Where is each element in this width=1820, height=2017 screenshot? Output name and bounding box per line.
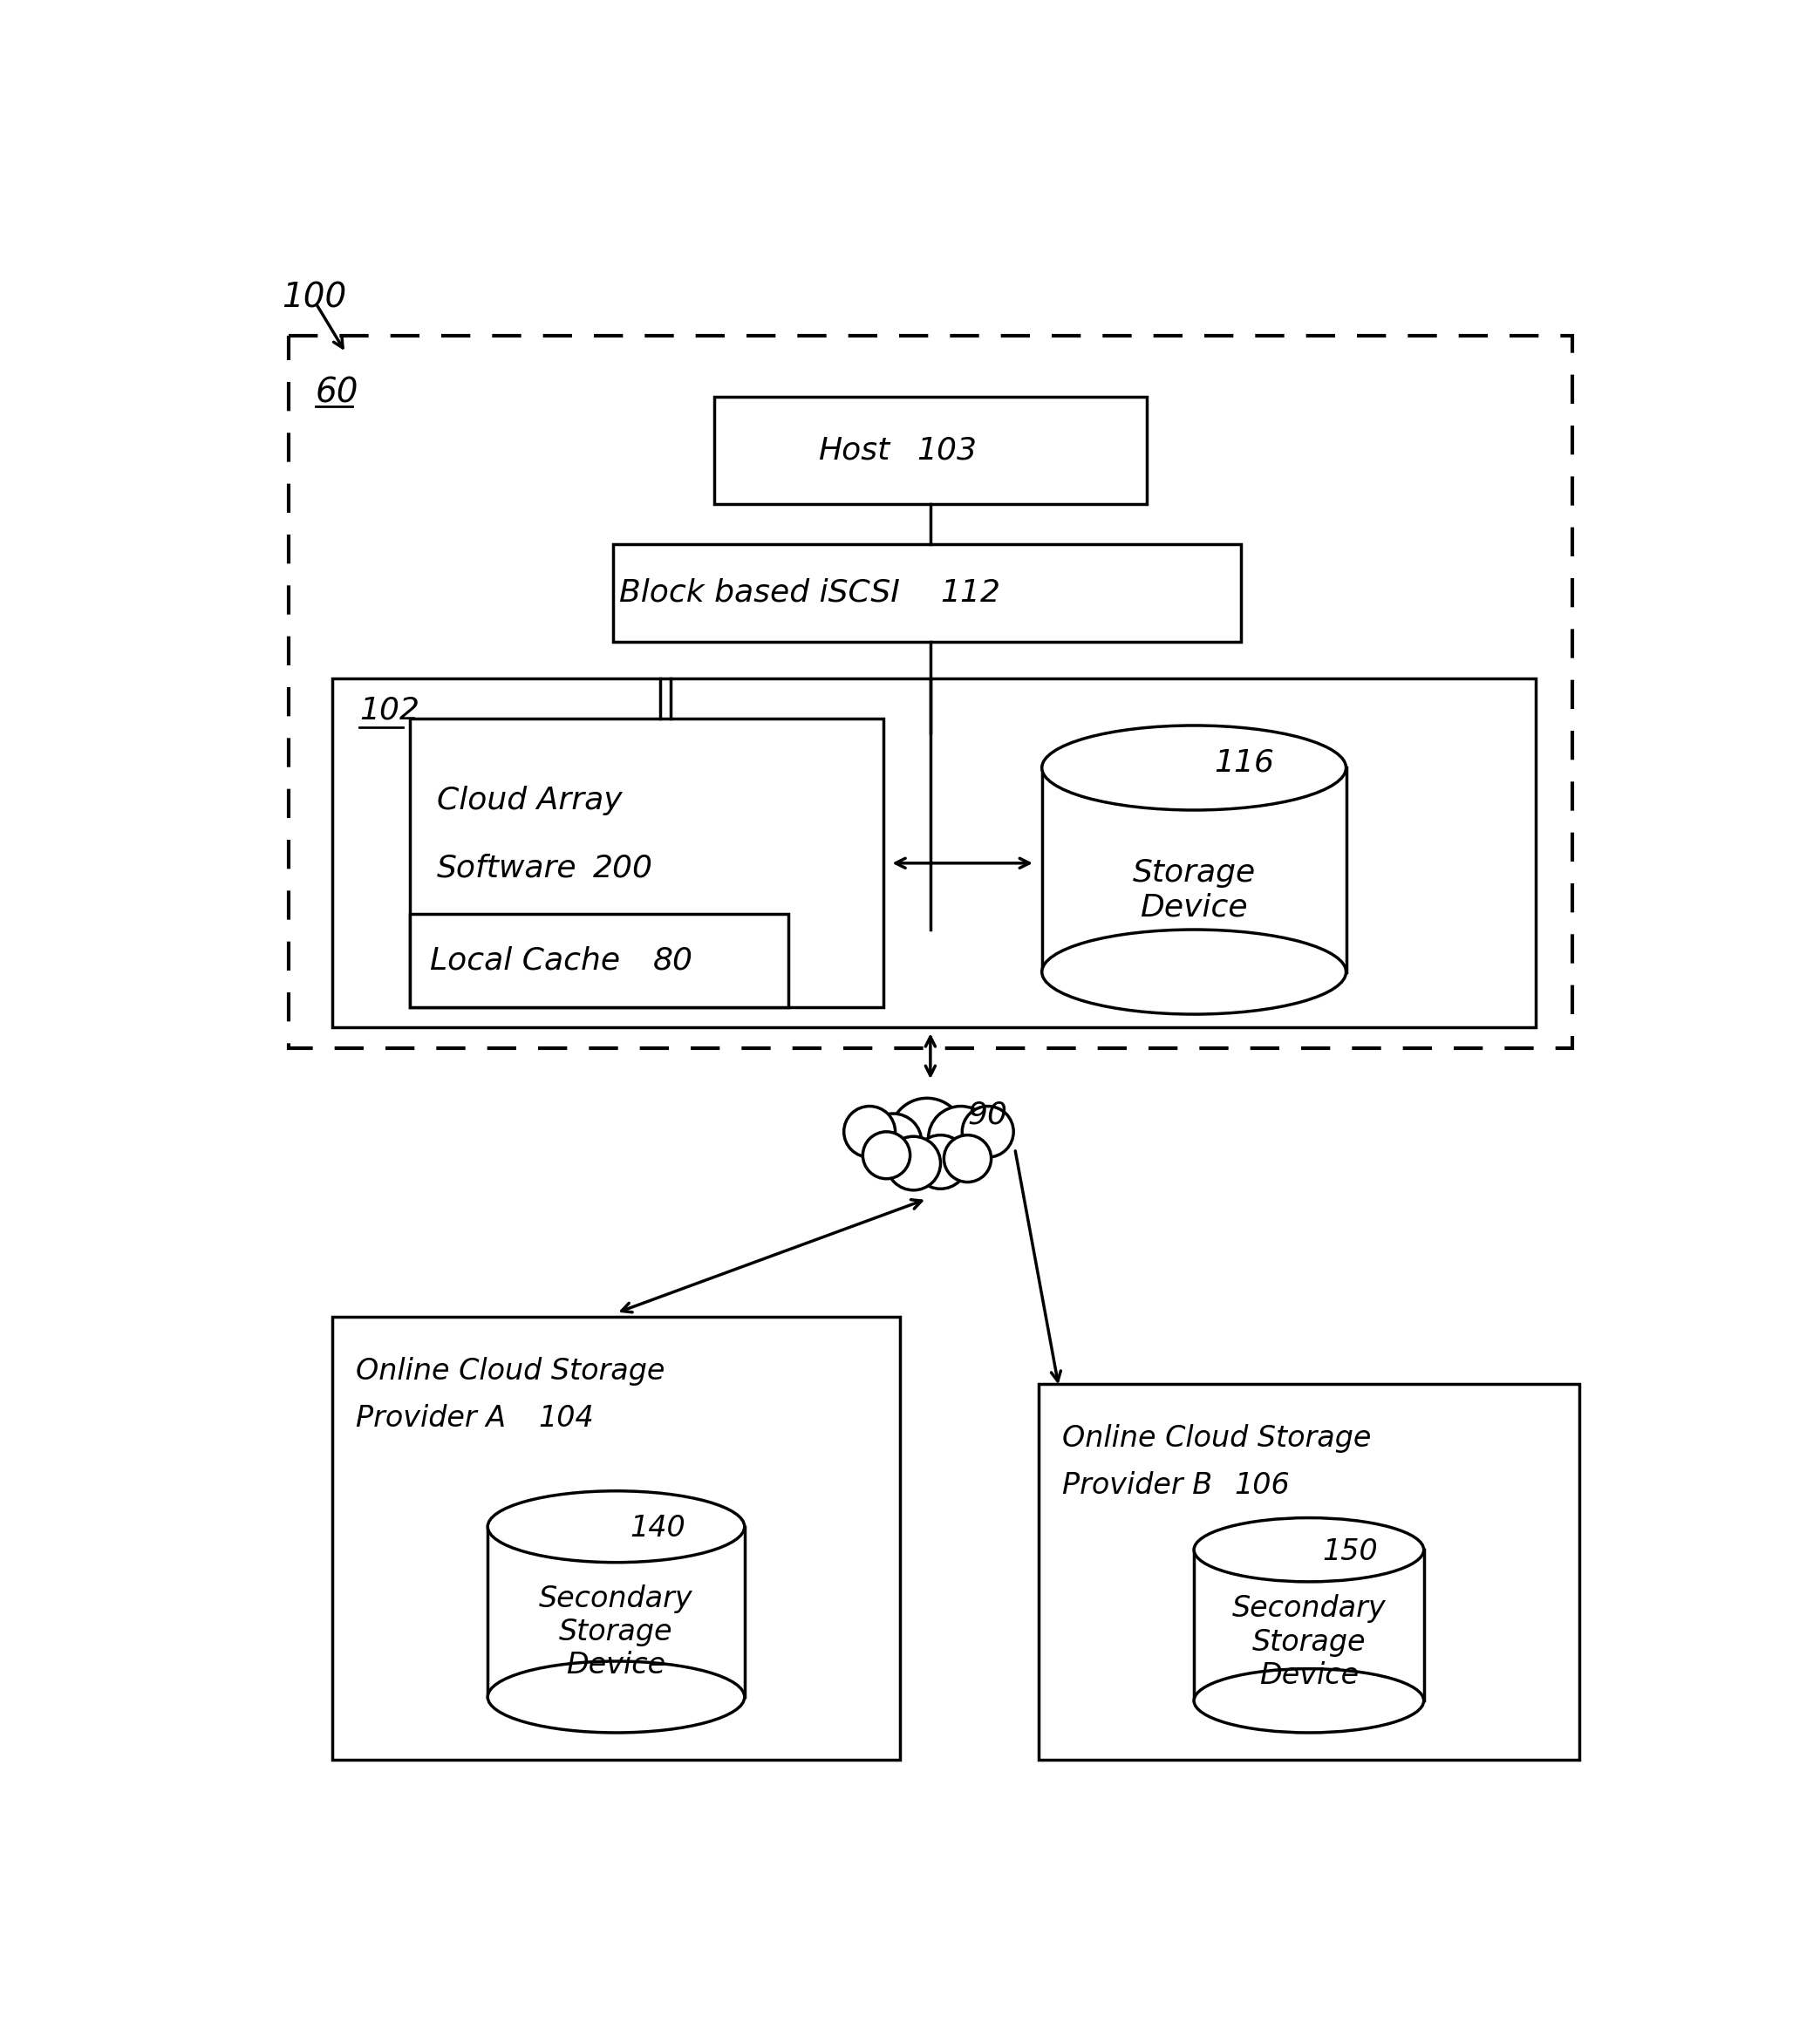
Text: Software: Software — [437, 853, 577, 883]
Bar — [333, 1317, 899, 1759]
Circle shape — [928, 1105, 994, 1170]
Text: Provider B: Provider B — [1063, 1470, 1212, 1499]
Text: Local Cache: Local Cache — [430, 946, 621, 976]
Text: 103: 103 — [917, 436, 977, 466]
Ellipse shape — [1041, 930, 1347, 1015]
Circle shape — [863, 1132, 910, 1178]
Text: 150: 150 — [1323, 1537, 1378, 1565]
Circle shape — [945, 1136, 992, 1182]
Ellipse shape — [1194, 1519, 1423, 1581]
Circle shape — [963, 1105, 1014, 1158]
Text: 106: 106 — [1234, 1470, 1290, 1499]
Text: 116: 116 — [1214, 748, 1274, 777]
Text: 102: 102 — [359, 696, 419, 724]
Text: Online Cloud Storage: Online Cloud Storage — [1063, 1424, 1370, 1452]
Text: 100: 100 — [282, 280, 346, 315]
Text: Online Cloud Storage: Online Cloud Storage — [357, 1357, 664, 1386]
Text: 104: 104 — [539, 1404, 593, 1432]
Circle shape — [864, 1113, 921, 1170]
Ellipse shape — [1194, 1668, 1423, 1733]
Circle shape — [890, 1097, 965, 1172]
Ellipse shape — [1041, 726, 1347, 811]
Bar — [613, 545, 1241, 641]
Circle shape — [914, 1136, 968, 1188]
Ellipse shape — [488, 1491, 744, 1563]
Text: 112: 112 — [941, 579, 1001, 607]
Bar — [1039, 1384, 1580, 1759]
Bar — [713, 397, 1147, 504]
Bar — [288, 337, 1572, 1047]
Text: Host: Host — [819, 436, 890, 466]
Text: 80: 80 — [653, 946, 693, 976]
Circle shape — [844, 1105, 895, 1158]
Bar — [488, 1527, 744, 1696]
Bar — [333, 678, 1536, 1027]
Text: 90: 90 — [968, 1099, 1008, 1130]
Text: Cloud Array: Cloud Array — [437, 787, 622, 815]
Text: 140: 140 — [630, 1513, 684, 1543]
Circle shape — [886, 1136, 941, 1190]
Text: Provider A: Provider A — [357, 1404, 506, 1432]
Text: 200: 200 — [593, 853, 653, 883]
Text: 60: 60 — [315, 377, 359, 409]
Bar — [1194, 1549, 1423, 1700]
Bar — [410, 718, 883, 1008]
Ellipse shape — [488, 1662, 744, 1733]
Bar — [410, 914, 788, 1008]
Text: Secondary
Storage
Device: Secondary Storage Device — [539, 1583, 693, 1680]
Text: Block based iSCSI: Block based iSCSI — [619, 579, 899, 607]
Bar — [1041, 768, 1347, 972]
Text: Storage
Device: Storage Device — [1132, 857, 1256, 922]
Text: Secondary
Storage
Device: Secondary Storage Device — [1232, 1593, 1385, 1690]
